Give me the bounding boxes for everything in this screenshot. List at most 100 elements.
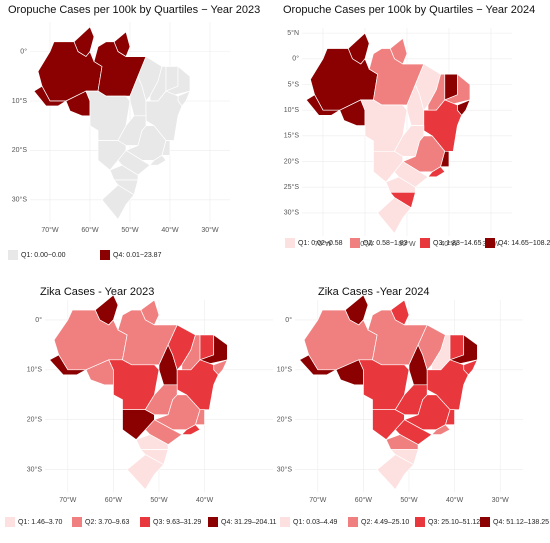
x-tick-label: 40°W (440, 240, 458, 248)
y-tick-label: 30°S (277, 465, 293, 473)
y-tick-label: 30°S (284, 209, 300, 217)
legend-label: Q2: 3.70–9.63 (85, 519, 129, 526)
state-region (427, 166, 446, 178)
x-tick-label: 60°W (356, 240, 374, 248)
x-tick-label: 50°W (398, 240, 416, 248)
state-region (373, 150, 404, 183)
y-tick-label: 30°S (27, 465, 43, 473)
panel-title: Oropuche Cases per 100k by Quartiles − Y… (283, 4, 535, 16)
state-region (377, 197, 412, 235)
legend-label: Q2: 0.58−1.83 (363, 240, 408, 247)
y-tick-label: 20°S (27, 416, 43, 424)
panel-title: Zika Cases - Year 2023 (40, 286, 154, 298)
state-region (440, 150, 450, 168)
legend-swatch (348, 517, 358, 527)
state-region (153, 394, 201, 431)
legend-swatch (480, 517, 490, 527)
state-region (126, 454, 165, 491)
x-tick-label: 40°W (161, 226, 179, 234)
state-region (49, 354, 87, 376)
y-tick-label: 30°S (12, 196, 28, 204)
state-region (299, 354, 337, 376)
y-tick-label: 0° (285, 316, 292, 324)
y-tick-label: 0° (35, 316, 42, 324)
legend-swatch (280, 517, 290, 527)
legend-label: Q4: 51.12–138.25 (493, 519, 549, 526)
state-region (426, 359, 469, 411)
x-tick-label: 30°W (492, 496, 510, 504)
x-tick-label: 40°W (196, 496, 214, 504)
x-tick-label: 60°W (105, 496, 123, 504)
y-tick-label: 10°S (12, 97, 28, 105)
state-region (195, 409, 205, 426)
state-region (122, 409, 155, 441)
state-region (403, 394, 451, 431)
x-tick-label: 50°W (400, 496, 418, 504)
legend-label: Q4: 0.01−23.87 (113, 252, 162, 259)
state-region (33, 85, 68, 107)
legend-swatch (8, 250, 18, 260)
y-tick-label: 5°S (288, 80, 300, 88)
y-tick-label: 20°S (12, 146, 28, 154)
x-tick-label: 70°W (309, 496, 327, 504)
x-tick-label: 70°W (41, 226, 59, 234)
legend-label: Q1: 0.00−0.00 (21, 252, 66, 259)
legend-swatch (5, 517, 15, 527)
state-region (402, 135, 446, 173)
state-region (423, 99, 463, 152)
legend-swatch (100, 250, 110, 260)
panel-title: Zika Cases -Year 2024 (318, 286, 430, 298)
state-region (376, 454, 415, 491)
y-tick-label: 0° (20, 47, 27, 55)
legend-swatch (208, 517, 218, 527)
x-tick-label: 60°W (81, 226, 99, 234)
map-panel: Zika Cases - Year 2023 70°W 60°W 50°W 40°W 0°… (5, 286, 277, 527)
state-region (149, 154, 167, 166)
x-tick-label: 50°W (121, 226, 139, 234)
state-region (305, 94, 342, 116)
legend-label: Q3: 25.10–51.12 (428, 519, 480, 526)
legend-label: Q4: 31.29–204.11 (221, 519, 277, 526)
state-region (145, 90, 183, 141)
x-tick-label: 50°W (150, 496, 168, 504)
y-tick-label: 20°S (284, 157, 300, 165)
y-tick-label: 15°S (284, 132, 300, 140)
legend-label: Q3: 1.83−14.65 (433, 240, 482, 247)
legend-label: Q3: 9.63–31.29 (153, 519, 201, 526)
state-region (430, 424, 451, 435)
legend-swatch (285, 238, 295, 248)
x-tick-label: 40°W (446, 496, 464, 504)
legend-swatch (350, 238, 360, 248)
state-region (125, 125, 167, 161)
x-tick-label: 70°W (59, 496, 77, 504)
state-region (176, 359, 219, 411)
legend-swatch (420, 238, 430, 248)
map-panel: Oropuche Cases per 100k by Quartiles − Y… (8, 4, 260, 260)
legend-swatch (485, 238, 495, 248)
legend-label: Q1: 0.03–4.49 (293, 519, 337, 526)
state-region (101, 184, 135, 221)
y-tick-label: 10°S (284, 106, 300, 114)
y-tick-label: 0° (292, 55, 299, 63)
y-tick-label: 10°S (277, 366, 293, 374)
state-region (180, 424, 201, 435)
y-tick-label: 20°S (277, 416, 293, 424)
legend-label: Q1: 0.02−0.58 (298, 240, 343, 247)
state-region (445, 409, 455, 426)
x-tick-label: 30°W (201, 226, 219, 234)
map-panel: Zika Cases -Year 2024 70°W 60°W 50°W 40°W 30°… (277, 286, 549, 527)
map-panel: Oropuche Cases per 100k by Quartiles − Y… (283, 4, 550, 248)
legend-label: Q1: 1.46–3.70 (18, 519, 62, 526)
panel-title: Oropuche Cases per 100k by Quartiles − Y… (8, 4, 260, 16)
legend-swatch (415, 517, 425, 527)
state-region (372, 409, 405, 441)
legend-swatch (72, 517, 82, 527)
y-tick-label: 10°S (27, 366, 43, 374)
legend-label: Q2: 4.49–25.10 (361, 519, 409, 526)
state-region (161, 140, 171, 156)
y-tick-label: 25°S (284, 183, 300, 191)
legend-label: Q4: 14.65−108.21 (498, 240, 550, 247)
y-tick-label: 5°N (287, 29, 299, 37)
state-region (97, 140, 127, 171)
